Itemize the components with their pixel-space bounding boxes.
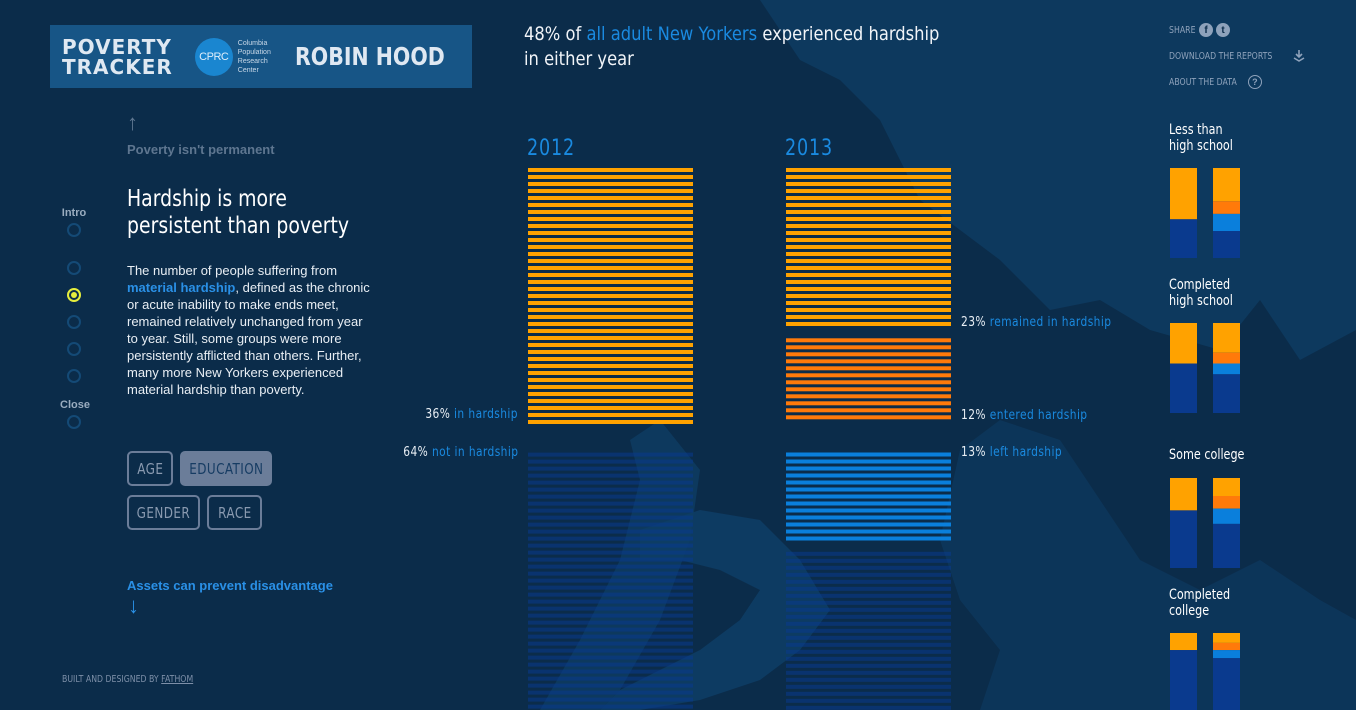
headline-prefix: 48% of (524, 23, 587, 45)
share-label: SHARE (1169, 24, 1196, 36)
filter-label: RACE (217, 503, 252, 522)
credit: BUILT AND DESIGNED BY FATHOM (62, 674, 193, 685)
arrow-up-icon: ↑ (127, 110, 138, 135)
nav-dot-6[interactable] (67, 369, 81, 383)
help-icon: ? (1247, 75, 1262, 89)
filter-label: AGE (136, 459, 164, 478)
nav-dot-3-active[interactable] (67, 288, 81, 302)
nav-dot-4[interactable] (67, 315, 81, 329)
map-landmass (760, 0, 1356, 360)
cprc-name: Columbia Population Research Center (238, 39, 271, 75)
nav-dot-intro[interactable] (67, 223, 81, 237)
cprc-name-line: Columbia (237, 39, 268, 47)
filter-label: EDUCATION (188, 459, 264, 478)
download-icon (1293, 50, 1304, 62)
section-dot-nav: Intro Close (60, 207, 90, 429)
about-data-link[interactable]: ABOUT THE DATA ? (1169, 73, 1306, 91)
share-row: SHARE f t (1169, 21, 1306, 39)
cprc-name-line: Center (237, 66, 259, 74)
section-title: Hardship is more persistent than poverty (127, 186, 350, 239)
cprc-logo[interactable]: CPRC Columbia Population Research Center (194, 37, 271, 76)
intro-label: Intro (61, 207, 87, 219)
nav-dot-5[interactable] (67, 342, 81, 356)
arrow-down-icon: ↓ (128, 593, 139, 618)
logo-line-1: POVERTY (62, 34, 172, 59)
filter-race-button[interactable]: RACE (207, 495, 262, 530)
headline-suffix: experienced hardship in either year (524, 23, 940, 70)
poverty-tracker-logo[interactable]: POVERTY TRACKER (62, 37, 173, 77)
next-section-link[interactable]: Assets can prevent disadvantage ↓ (127, 578, 333, 617)
filter-buttons: AGE EDUCATION GENDER RACE (127, 451, 377, 539)
filter-label: GENDER (136, 503, 191, 522)
next-section-label: Assets can prevent disadvantage (127, 578, 333, 593)
filter-row: GENDER RACE (127, 495, 377, 530)
previous-section-label: Poverty isn't permanent (127, 142, 275, 157)
section-body: The number of people suffering from mate… (127, 262, 372, 398)
nav-dot-2[interactable] (67, 261, 81, 275)
map-coast (940, 420, 1356, 710)
body-text: , defined as the chronic or acute inabil… (127, 280, 370, 397)
body-text: The number of people suffering from (127, 263, 338, 278)
logo-line-2: TRACKER (62, 54, 173, 79)
filter-row: AGE EDUCATION (127, 451, 377, 486)
cprc-name-line: Population (237, 48, 271, 56)
robin-hood-logo[interactable]: ROBIN HOOD (294, 42, 445, 71)
filter-education-button[interactable]: EDUCATION (180, 451, 272, 486)
fathom-link[interactable]: FATHOM (161, 674, 194, 685)
nav-dot-close[interactable] (67, 415, 81, 429)
previous-section-link[interactable]: ↑ Poverty isn't permanent (127, 110, 275, 158)
twitter-icon[interactable]: t (1215, 23, 1230, 37)
top-links: SHARE f t DOWNLOAD THE REPORTS ABOUT THE… (1169, 21, 1306, 99)
download-reports-link[interactable]: DOWNLOAD THE REPORTS (1169, 47, 1306, 65)
credit-text: BUILT AND DESIGNED BY (62, 674, 162, 685)
logo-bar: POVERTY TRACKER CPRC Columbia Population… (50, 25, 472, 88)
material-hardship-link[interactable]: material hardship (127, 280, 236, 295)
facebook-icon[interactable]: f (1198, 23, 1213, 37)
filter-gender-button[interactable]: GENDER (127, 495, 200, 530)
headline: 48% of all adult New Yorkers experienced… (524, 22, 945, 72)
filter-age-button[interactable]: AGE (127, 451, 173, 486)
cprc-mark: CPRC (194, 37, 233, 76)
headline-highlight: all adult New Yorkers (586, 23, 758, 45)
about-label: ABOUT THE DATA (1169, 76, 1237, 88)
cprc-name-line: Research (237, 57, 268, 65)
close-label: Close (60, 399, 90, 411)
download-label: DOWNLOAD THE REPORTS (1169, 50, 1273, 62)
